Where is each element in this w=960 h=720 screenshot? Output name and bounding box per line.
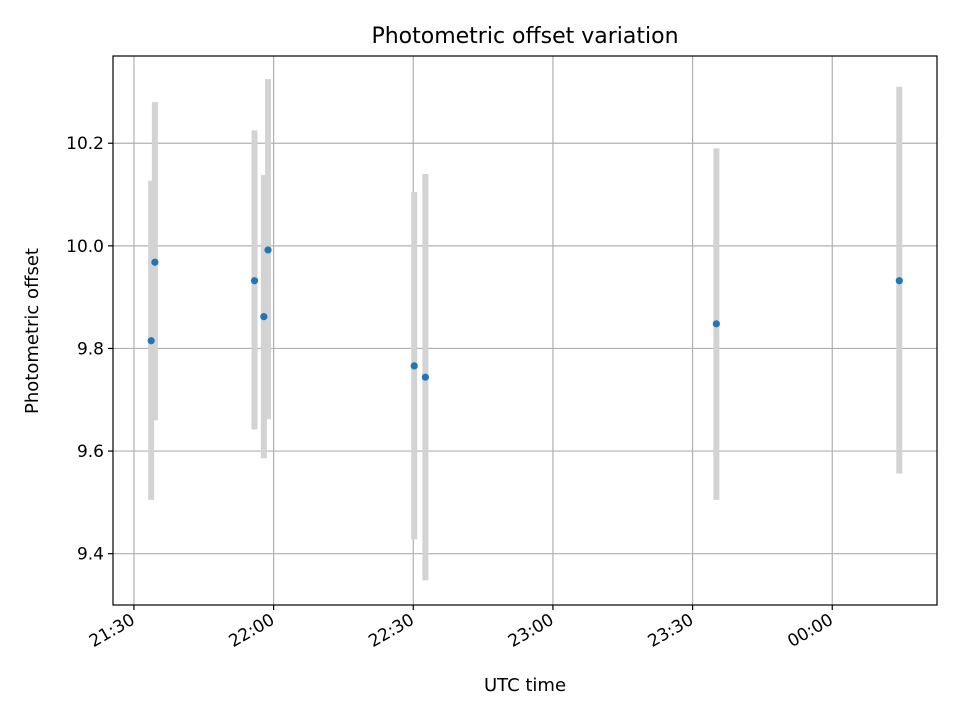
y-axis-ticks: 9.4 9.6 9.8 10.0 10.2 (66, 134, 113, 565)
data-point (895, 277, 903, 285)
data-point (260, 313, 268, 321)
data-point (410, 362, 418, 370)
chart-title: Photometric offset variation (371, 24, 678, 49)
x-axis-label: UTC time (484, 675, 566, 696)
plot-frame (112, 55, 938, 606)
data-points (147, 246, 903, 381)
data-point (250, 277, 259, 285)
y-tick-label: 10.0 (66, 237, 104, 257)
y-tick-label: 9.6 (77, 442, 104, 462)
data-point (151, 258, 159, 266)
y-tick-label: 9.4 (77, 545, 104, 565)
data-point (421, 373, 429, 381)
y-axis-label: Photometric offset (22, 248, 43, 414)
y-tick-label: 9.8 (77, 339, 104, 359)
data-point (147, 337, 155, 345)
y-tick-label: 10.2 (66, 134, 104, 154)
grid-lines (113, 56, 937, 605)
data-point (264, 246, 272, 254)
data-point (712, 320, 720, 328)
